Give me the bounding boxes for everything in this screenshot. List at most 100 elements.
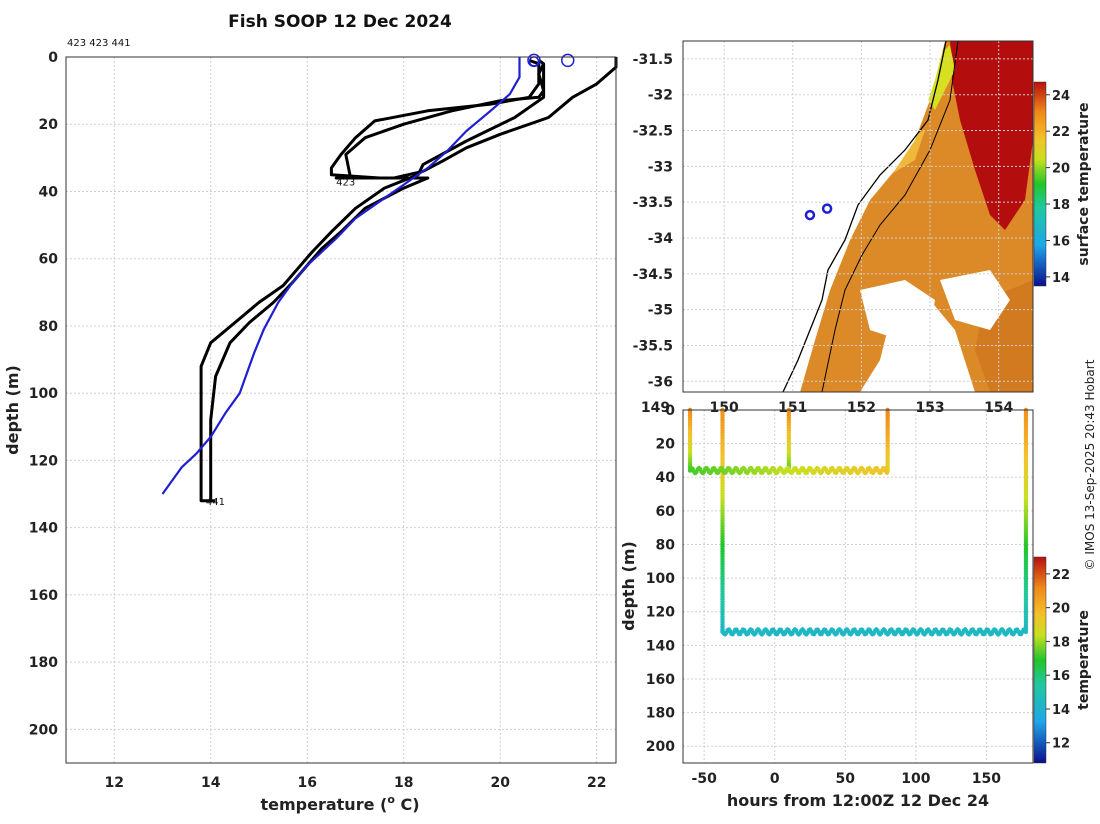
profile-ylabel: depth (m) bbox=[3, 365, 22, 455]
profile-y-tick-label: 200 bbox=[29, 722, 58, 738]
sst-map-chart: 149 150 151 152 153 154 -31.5 -32 -32.5 -33 -33.5 -… bbox=[633, 40, 1092, 416]
top-note: 423 423 441 bbox=[67, 38, 131, 49]
profile-xlabel: temperature (o C) bbox=[260, 793, 419, 814]
sst-map-y-tick-label: -33 bbox=[648, 159, 673, 175]
sst-map-x-tick-label: 154 bbox=[984, 400, 1013, 416]
time-depth-x-tick-label: 50 bbox=[836, 771, 856, 787]
profile-y-tick-label: 80 bbox=[39, 319, 59, 335]
sst-map-y-tick-label: -31.5 bbox=[633, 52, 673, 68]
sst-map-y-tick-label: -33.5 bbox=[633, 195, 673, 211]
sst-map-x-tick-label: 153 bbox=[915, 400, 944, 416]
profile-cast-line bbox=[209, 58, 541, 501]
profile-y-tick-label: 180 bbox=[29, 655, 58, 671]
time-depth-y-tick-label: 40 bbox=[656, 470, 676, 486]
time-depth-y-tick-label: 200 bbox=[646, 739, 675, 755]
time-depth-y-tick-label: 160 bbox=[646, 672, 675, 688]
sst-map-x-tick-label: 152 bbox=[847, 400, 876, 416]
sst-map-grid bbox=[683, 41, 1033, 392]
sst-map-stations bbox=[804, 203, 833, 221]
profile-x-tick-label: 16 bbox=[297, 775, 316, 791]
profile-x-tick-label: 14 bbox=[201, 775, 221, 791]
tow-sample-point bbox=[1022, 627, 1028, 632]
sst-eac-core bbox=[950, 41, 1033, 230]
time-depth-x-tick-label: 0 bbox=[770, 771, 780, 787]
sst-map-y-tick-label: -35.5 bbox=[633, 338, 673, 354]
sst-map-x-tick-label: 150 bbox=[710, 400, 739, 416]
time-depth-y-tick-label: 0 bbox=[665, 403, 675, 419]
profile-grid bbox=[66, 56, 616, 763]
sst-map-x-tick-label: 149 bbox=[641, 400, 670, 416]
profile-cast-label: 423 bbox=[336, 177, 355, 188]
sst-colorbar-ticks: 14 16 18 20 22 24 bbox=[1046, 89, 1070, 286]
time-depth-ylabel: depth (m) bbox=[619, 541, 638, 631]
time-depth-xlabel: hours from 12:00Z 12 Dec 24 bbox=[727, 791, 989, 810]
profile-frame bbox=[65, 56, 617, 764]
time-depth-y-tick-label: 100 bbox=[646, 571, 675, 587]
time-depth-y-tick-label: 140 bbox=[646, 638, 675, 654]
time-depth-y-tick-label: 180 bbox=[646, 706, 675, 722]
time-depth-x-tick-label: 100 bbox=[901, 771, 930, 787]
temperature-colorbar-label: temperature bbox=[1076, 610, 1092, 710]
sst-map-ticks: 149 150 151 152 153 154 -31.5 -32 -32.5 -33 -33.5 -… bbox=[633, 52, 1014, 416]
time-depth-y-tick-label: 80 bbox=[656, 537, 676, 553]
temperature-colorbar bbox=[1033, 556, 1047, 764]
sst-colorbar-tick-label: 16 bbox=[1052, 234, 1070, 249]
temperature-colorbar-tick-label: 18 bbox=[1052, 635, 1070, 650]
temperature-colorbar-tick-label: 14 bbox=[1052, 703, 1070, 718]
sst-field bbox=[683, 41, 1033, 392]
time-depth-chart: -50 0 50 100 150020406080100120140160180200 … bbox=[619, 403, 1092, 810]
sst-colorbar-tick-label: 14 bbox=[1052, 271, 1070, 286]
credit-text: © IMOS 13-Sep-2025 20:43 Hobart bbox=[1083, 359, 1097, 570]
profile-chart: 423 441 12 14 16 18 20 22 0 20 40 60 80 100 120 140 160… bbox=[3, 50, 618, 814]
profile-x-tick-label: 22 bbox=[587, 775, 606, 791]
profile-y-tick-label: 20 bbox=[39, 117, 59, 133]
sst-coastal-yellow bbox=[925, 45, 955, 110]
sst-colorbar bbox=[1033, 81, 1047, 287]
sst-map-x-tick-label: 151 bbox=[778, 400, 807, 416]
profile-lines: 423 441 bbox=[161, 53, 618, 508]
time-depth-ticks: -50 0 50 100 150 0 20 40 60 80 100 120 140 160 180 200 bbox=[646, 403, 1002, 787]
sst-map-y-tick-label: -32 bbox=[648, 88, 673, 104]
time-depth-y-tick-label: 60 bbox=[656, 504, 676, 520]
sst-map-y-tick-label: -35 bbox=[648, 303, 673, 319]
sst-map-frame bbox=[682, 40, 1034, 393]
profile-x-tick-label: 20 bbox=[490, 775, 510, 791]
time-depth-grid bbox=[683, 409, 1033, 763]
sst-cloud-gap bbox=[940, 270, 1010, 330]
station-marker bbox=[804, 209, 816, 221]
profile-mean-line bbox=[161, 57, 521, 495]
sst-map-y-tick-label: -32.5 bbox=[633, 124, 673, 140]
profile-y-tick-label: 0 bbox=[48, 50, 58, 66]
time-depth-frame bbox=[682, 409, 1034, 764]
temperature-colorbar-tick-label: 12 bbox=[1052, 737, 1070, 752]
sst-colorbar-label: surface temperature bbox=[1076, 102, 1092, 265]
profile-y-tick-label: 40 bbox=[39, 184, 59, 200]
figure-title: Fish SOOP 12 Dec 2024 bbox=[228, 12, 452, 32]
profile-cast-line bbox=[199, 59, 546, 503]
profile-ticks: 12 14 16 18 20 22 0 20 40 60 80 100 120 140 160 180 200 bbox=[29, 50, 607, 791]
profile-y-tick-label: 60 bbox=[39, 252, 59, 268]
time-depth-y-tick-label: 120 bbox=[646, 605, 675, 621]
sst-map-y-tick-label: -36 bbox=[648, 374, 673, 390]
profile-x-tick-label: 12 bbox=[105, 775, 124, 791]
sst-colorbar-tick-label: 24 bbox=[1052, 89, 1070, 104]
shelf-contour bbox=[821, 41, 959, 392]
time-depth-x-tick-label: 150 bbox=[972, 771, 1001, 787]
profile-y-tick-label: 140 bbox=[29, 521, 58, 537]
time-depth-marks bbox=[687, 407, 1029, 637]
sst-map-y-tick-label: -34.5 bbox=[633, 267, 673, 283]
sst-colorbar-tick-label: 18 bbox=[1052, 198, 1070, 213]
time-depth-y-tick-label: 20 bbox=[656, 437, 676, 453]
profile-y-tick-label: 100 bbox=[29, 386, 58, 402]
temperature-colorbar-tick-label: 16 bbox=[1052, 669, 1070, 684]
profile-x-tick-label: 18 bbox=[394, 775, 413, 791]
sst-map-y-tick-label: -34 bbox=[648, 231, 674, 247]
sst-colorbar-tick-label: 20 bbox=[1052, 162, 1070, 177]
profile-cast-label: 441 bbox=[206, 497, 225, 508]
profile-y-tick-label: 120 bbox=[29, 453, 58, 469]
time-depth-x-tick-label: -50 bbox=[692, 771, 718, 787]
sst-cloud-gap bbox=[860, 280, 935, 340]
temperature-colorbar-ticks: 12 14 16 18 20 22 bbox=[1046, 568, 1070, 752]
profile-cast-line bbox=[334, 57, 618, 180]
